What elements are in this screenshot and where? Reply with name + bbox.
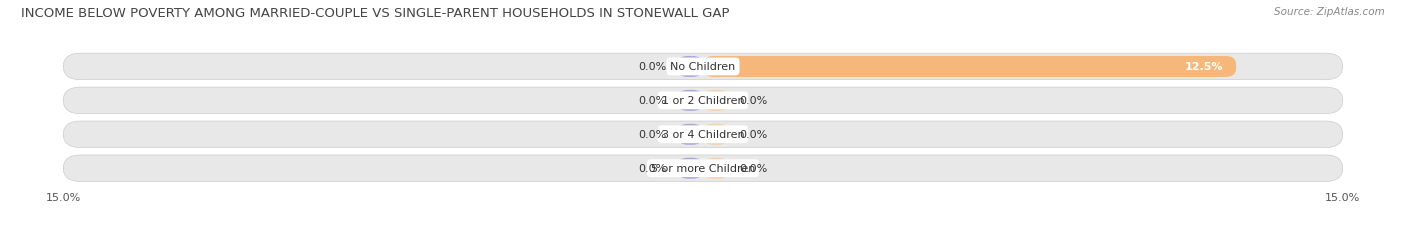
Text: 0.0%: 0.0% <box>638 130 666 140</box>
Text: INCOME BELOW POVERTY AMONG MARRIED-COUPLE VS SINGLE-PARENT HOUSEHOLDS IN STONEWA: INCOME BELOW POVERTY AMONG MARRIED-COUPL… <box>21 7 730 20</box>
FancyBboxPatch shape <box>63 54 1343 80</box>
FancyBboxPatch shape <box>703 91 728 111</box>
Text: Source: ZipAtlas.com: Source: ZipAtlas.com <box>1274 7 1385 17</box>
Text: 0.0%: 0.0% <box>740 164 768 173</box>
Text: 0.0%: 0.0% <box>638 164 666 173</box>
Text: 0.0%: 0.0% <box>740 130 768 140</box>
FancyBboxPatch shape <box>678 158 703 179</box>
Text: 0.0%: 0.0% <box>740 96 768 106</box>
FancyBboxPatch shape <box>678 57 703 78</box>
Text: 0.0%: 0.0% <box>638 62 666 72</box>
FancyBboxPatch shape <box>63 155 1343 182</box>
FancyBboxPatch shape <box>678 124 703 145</box>
Text: 0.0%: 0.0% <box>638 96 666 106</box>
Text: 12.5%: 12.5% <box>1185 62 1223 72</box>
FancyBboxPatch shape <box>63 122 1343 148</box>
FancyBboxPatch shape <box>703 124 728 145</box>
FancyBboxPatch shape <box>63 88 1343 114</box>
Text: 1 or 2 Children: 1 or 2 Children <box>662 96 744 106</box>
Text: 3 or 4 Children: 3 or 4 Children <box>662 130 744 140</box>
Text: 5 or more Children: 5 or more Children <box>651 164 755 173</box>
FancyBboxPatch shape <box>678 91 703 111</box>
FancyBboxPatch shape <box>703 57 1236 78</box>
Text: No Children: No Children <box>671 62 735 72</box>
FancyBboxPatch shape <box>703 158 728 179</box>
